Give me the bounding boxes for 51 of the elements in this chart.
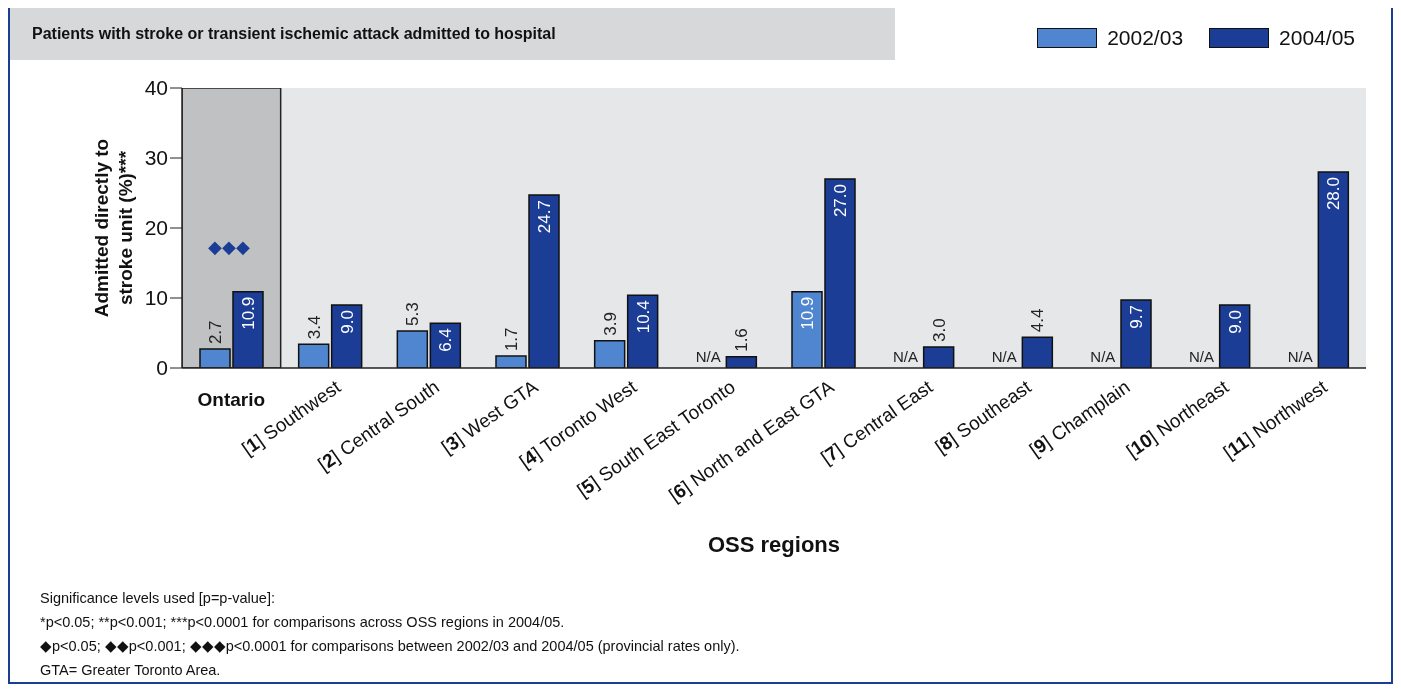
legend-label: 2002/03	[1107, 26, 1184, 50]
bar	[626, 294, 659, 368]
bar	[1317, 171, 1350, 368]
y-tick-label: 20	[144, 216, 168, 240]
data-label: 6.4	[436, 328, 456, 352]
chart-title: Patients with stroke or transient ischemic attack admitted to hospital	[10, 8, 895, 60]
data-label: 28.0	[1324, 177, 1344, 211]
legend-label: 2004/05	[1279, 26, 1355, 50]
data-label: 24.7	[535, 200, 554, 234]
data-label: 10.4	[633, 300, 653, 334]
data-label: 3.0	[929, 318, 949, 342]
data-label: 2.7	[206, 320, 225, 345]
data-label: 4.4	[1028, 308, 1048, 333]
significance-marker: ◆◆◆	[208, 236, 250, 258]
y-tick-label: 40	[144, 76, 168, 100]
bar	[1021, 336, 1054, 368]
bar	[1218, 304, 1251, 368]
y-tick-label: 10	[144, 286, 168, 310]
y-tick-label: 0	[156, 356, 168, 380]
bar	[396, 330, 429, 368]
data-label: 5.3	[403, 302, 423, 326]
bar	[725, 356, 758, 368]
data-label: 10.9	[239, 296, 258, 330]
text: N/A	[1090, 348, 1116, 365]
y-tick-label: 30	[144, 146, 168, 170]
text: N/A	[892, 348, 919, 365]
text: ◆p<0.05; ◆◆p<0.001; ◆◆◆p<0.0001 for comparisons between 2002/03 and 2004/05 (provincial rates only).	[40, 637, 740, 656]
bar	[297, 343, 330, 368]
x-axis-title: OSS regions	[707, 532, 841, 557]
bar	[330, 304, 363, 368]
bar	[593, 339, 626, 368]
data-label: 9.0	[337, 310, 357, 334]
text: *p<0.05; **p<0.001; ***p<0.0001 for comparisons across OSS regions in 2004/05.	[40, 613, 566, 632]
data-label: 9.7	[1127, 305, 1146, 329]
text: N/A	[695, 348, 721, 365]
data-label: 1.6	[732, 328, 752, 352]
text: N/A	[991, 348, 1017, 365]
bar	[922, 346, 955, 368]
y-axis-title: Admitted directly to stroke unit (%)***	[91, 138, 136, 318]
text: N/A	[1287, 348, 1313, 365]
text: Significance levels used [p=p-value]:	[40, 589, 276, 608]
text: N/A	[1188, 348, 1215, 365]
data-label: 10.9	[798, 296, 817, 330]
data-label: 9.0	[1225, 310, 1245, 334]
text: GTA= Greater Toronto Area.	[40, 661, 222, 680]
x-tick-label: Ontario	[197, 389, 266, 410]
bar	[1120, 299, 1152, 368]
data-label: 1.7	[502, 327, 521, 352]
data-label: 27.0	[831, 184, 850, 218]
data-label: 3.9	[600, 312, 620, 336]
data-label: 3.4	[304, 315, 324, 340]
